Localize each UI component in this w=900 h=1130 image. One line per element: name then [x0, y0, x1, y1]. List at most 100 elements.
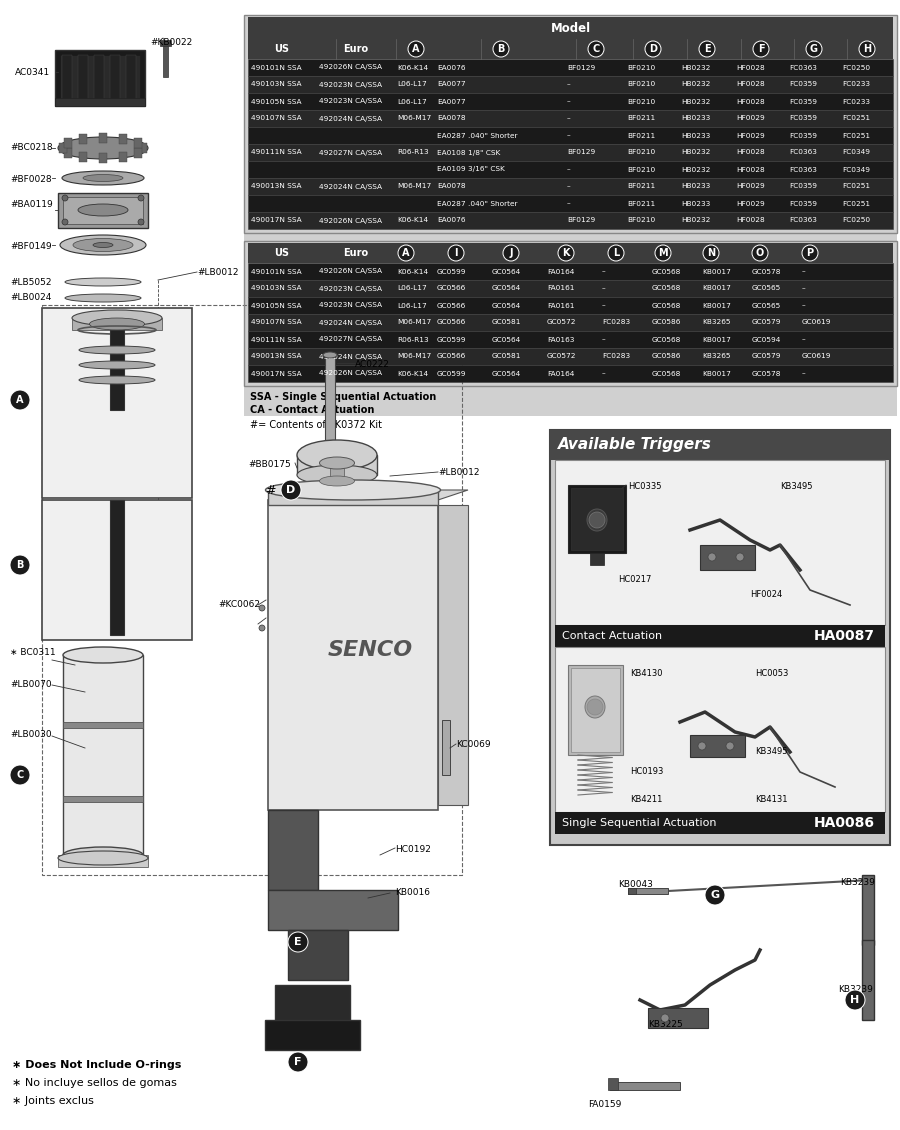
Text: L06-L17: L06-L17: [397, 98, 427, 104]
Text: –: –: [802, 337, 806, 342]
Text: GC0586: GC0586: [652, 320, 681, 325]
Text: KB3495: KB3495: [755, 747, 788, 756]
Ellipse shape: [266, 480, 440, 499]
Text: H: H: [850, 996, 860, 1005]
Bar: [610, 1083, 680, 1090]
Ellipse shape: [58, 851, 148, 864]
Text: 492023N CA/SSA: 492023N CA/SSA: [319, 303, 382, 308]
Text: N: N: [706, 247, 716, 258]
Circle shape: [752, 245, 768, 261]
Bar: [63, 796, 143, 802]
Text: L06-L17: L06-L17: [397, 81, 427, 87]
Circle shape: [589, 512, 605, 528]
Text: –: –: [802, 286, 806, 292]
Text: 490103N SSA: 490103N SSA: [251, 286, 302, 292]
Text: BF0129: BF0129: [567, 149, 595, 156]
Ellipse shape: [93, 243, 113, 247]
Bar: [133, 148, 141, 158]
Bar: [79, 134, 87, 145]
Ellipse shape: [58, 137, 148, 159]
Text: HF0024: HF0024: [750, 590, 782, 599]
Text: GC0619: GC0619: [802, 354, 832, 359]
Text: HC0193: HC0193: [630, 767, 663, 776]
Text: GC0578: GC0578: [752, 371, 781, 376]
Bar: [555, 460, 885, 625]
Text: HA0087: HA0087: [814, 629, 875, 643]
Text: 490107N SSA: 490107N SSA: [251, 115, 302, 122]
Text: GC0581: GC0581: [492, 320, 521, 325]
Polygon shape: [268, 490, 468, 499]
Bar: [58, 193, 148, 228]
Circle shape: [661, 1014, 669, 1022]
Text: HF0028: HF0028: [736, 98, 765, 104]
Bar: [288, 930, 348, 980]
Text: KB0017: KB0017: [702, 269, 731, 275]
Text: BF0211: BF0211: [627, 132, 655, 139]
Text: HF0028: HF0028: [736, 166, 765, 173]
Ellipse shape: [79, 376, 155, 384]
Text: K06-K14: K06-K14: [397, 269, 428, 275]
Text: EA0077: EA0077: [437, 98, 465, 104]
Text: 492023N CA/SSA: 492023N CA/SSA: [319, 286, 382, 292]
Text: GC0579: GC0579: [752, 354, 781, 359]
Text: B: B: [16, 560, 23, 570]
Bar: [248, 365, 893, 382]
Text: GC0581: GC0581: [492, 354, 521, 359]
Text: HB0233: HB0233: [681, 115, 710, 122]
Text: FC0359: FC0359: [789, 132, 817, 139]
Text: GC0564: GC0564: [492, 337, 521, 342]
Text: K: K: [562, 247, 570, 258]
Bar: [99, 153, 107, 163]
Text: HB0232: HB0232: [681, 149, 710, 156]
Bar: [555, 647, 885, 812]
Text: EA0076: EA0076: [437, 64, 465, 70]
Text: HF0028: HF0028: [736, 64, 765, 70]
Text: Euro: Euro: [344, 44, 369, 54]
Text: KB0017: KB0017: [702, 371, 731, 376]
Ellipse shape: [83, 174, 123, 182]
Text: K06-K14: K06-K14: [397, 217, 428, 224]
Text: #: #: [265, 484, 275, 496]
Text: R06-R13: R06-R13: [397, 149, 428, 156]
Ellipse shape: [297, 440, 377, 470]
Bar: [248, 348, 893, 365]
Text: HB0232: HB0232: [681, 64, 710, 70]
Bar: [248, 331, 893, 348]
Text: KB3239: KB3239: [840, 878, 875, 887]
Text: GC0599: GC0599: [437, 269, 466, 275]
Circle shape: [503, 245, 519, 261]
Text: 490105N SSA: 490105N SSA: [251, 98, 302, 104]
Text: 492024N CA/SSA: 492024N CA/SSA: [319, 320, 382, 325]
Text: BF0210: BF0210: [627, 81, 655, 87]
Bar: [330, 463, 344, 481]
Bar: [248, 314, 893, 331]
Text: ∗ Joints exclus: ∗ Joints exclus: [12, 1096, 94, 1106]
Circle shape: [705, 885, 725, 905]
Text: 490111N SSA: 490111N SSA: [251, 149, 302, 156]
Text: –: –: [602, 269, 606, 275]
Bar: [608, 1078, 618, 1090]
Text: KB3239: KB3239: [838, 985, 873, 994]
Circle shape: [138, 219, 144, 225]
Bar: [78, 55, 88, 101]
Bar: [297, 455, 377, 475]
Text: 490103N SSA: 490103N SSA: [251, 81, 302, 87]
Text: HF0028: HF0028: [736, 149, 765, 156]
Bar: [244, 241, 897, 386]
Text: BF0210: BF0210: [627, 217, 655, 224]
Text: KB0017: KB0017: [702, 337, 731, 342]
Text: 492024N CA/SSA: 492024N CA/SSA: [319, 354, 382, 359]
Text: –: –: [602, 303, 606, 308]
Bar: [248, 280, 893, 297]
Bar: [65, 148, 72, 158]
Bar: [248, 243, 893, 263]
Text: GC0568: GC0568: [652, 303, 681, 308]
Text: FC0283: FC0283: [602, 320, 630, 325]
Text: FC0359: FC0359: [789, 183, 817, 190]
Text: US: US: [274, 247, 290, 258]
Ellipse shape: [320, 457, 355, 469]
Bar: [248, 76, 893, 93]
Text: L: L: [613, 247, 619, 258]
Text: HB0232: HB0232: [681, 166, 710, 173]
Text: 492024N CA/SSA: 492024N CA/SSA: [319, 183, 382, 190]
